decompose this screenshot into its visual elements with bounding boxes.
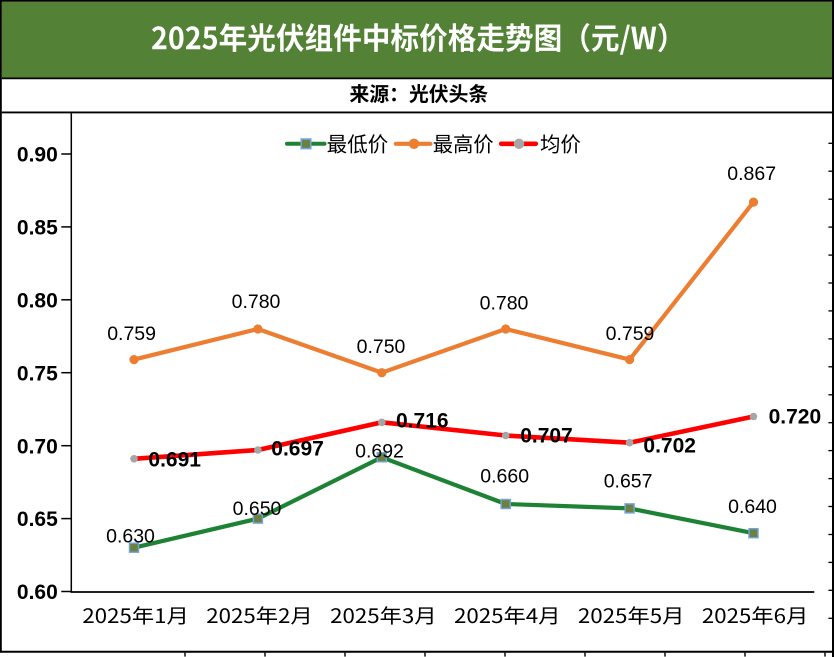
svg-text:0.640: 0.640 [728, 496, 777, 518]
svg-text:0.697: 0.697 [271, 437, 324, 460]
svg-text:0.780: 0.780 [480, 293, 529, 315]
svg-text:0.867: 0.867 [727, 163, 776, 185]
svg-text:0.720: 0.720 [769, 406, 822, 429]
svg-text:0.750: 0.750 [357, 336, 406, 358]
svg-text:0.75: 0.75 [17, 362, 58, 385]
svg-text:0.657: 0.657 [604, 470, 653, 492]
svg-text:0.650: 0.650 [233, 498, 282, 520]
svg-text:0.85: 0.85 [17, 217, 58, 240]
svg-text:0.716: 0.716 [396, 409, 449, 432]
svg-text:0.660: 0.660 [480, 466, 529, 488]
svg-text:0.70: 0.70 [17, 435, 58, 458]
svg-text:0.90: 0.90 [17, 144, 58, 167]
svg-text:0.60: 0.60 [17, 581, 58, 604]
svg-text:0.759: 0.759 [107, 323, 156, 345]
svg-text:0.707: 0.707 [520, 424, 573, 447]
svg-text:0.691: 0.691 [148, 448, 201, 471]
svg-text:0.692: 0.692 [355, 441, 404, 463]
svg-text:0.65: 0.65 [17, 508, 58, 531]
svg-text:0.780: 0.780 [232, 291, 281, 313]
svg-text:0.80: 0.80 [17, 290, 58, 313]
svg-text:0.759: 0.759 [606, 323, 655, 345]
svg-text:0.702: 0.702 [643, 434, 696, 457]
svg-text:0.630: 0.630 [106, 525, 155, 547]
